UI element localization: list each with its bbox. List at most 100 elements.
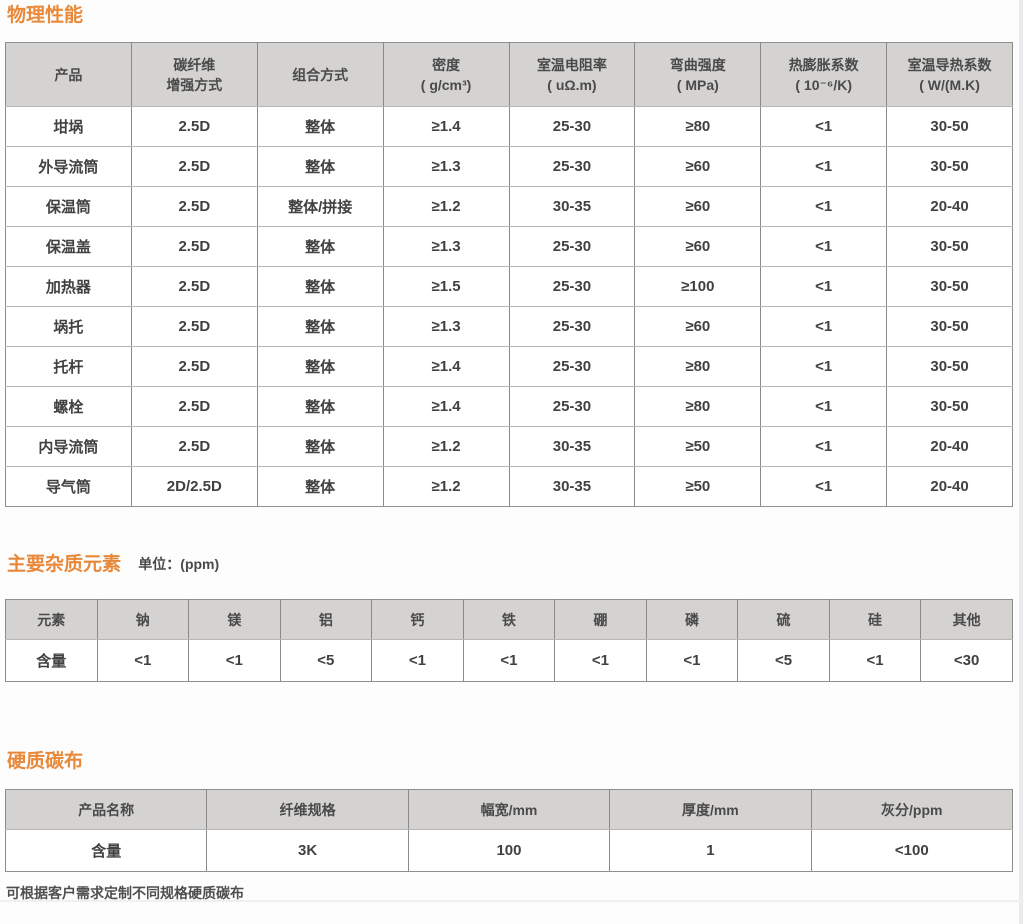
header-cell-magnesium: 镁 bbox=[188, 599, 281, 640]
cell: 20-40 bbox=[886, 426, 1013, 467]
cell: <1 bbox=[760, 306, 888, 347]
header-cell-boron: 硼 bbox=[554, 599, 647, 640]
cell: 2D/2.5D bbox=[130, 466, 258, 507]
table-row: 保温筒 2.5D 整体/拼接 ≥1.2 30-35 ≥60 <1 20-40 bbox=[5, 186, 1013, 227]
cell: ≥1.5 bbox=[382, 266, 510, 307]
cell: <1 bbox=[760, 146, 888, 187]
cell: ≥80 bbox=[634, 106, 762, 147]
cell: 30-35 bbox=[508, 466, 636, 507]
cell: ≥1.2 bbox=[382, 186, 510, 227]
header-cell-thickness: 厚度/mm bbox=[609, 789, 812, 830]
cell: 整体 bbox=[256, 146, 384, 187]
cell: 整体 bbox=[256, 306, 384, 347]
cell: 托杆 bbox=[5, 346, 132, 387]
table-row: 保温盖 2.5D 整体 ≥1.3 25-30 ≥60 <1 30-50 bbox=[5, 226, 1013, 267]
cell: <1 bbox=[760, 266, 888, 307]
header-cell-density: 密度 ( g/cm³) bbox=[382, 42, 510, 107]
carbon-cloth-table: 产品名称 纤维规格 幅宽/mm 厚度/mm 灰分/ppm 含量 3K 100 1… bbox=[4, 789, 1014, 872]
cell: 2.5D bbox=[130, 106, 258, 147]
section-title-physical: 物理性能 bbox=[7, 5, 84, 26]
cell: 整体 bbox=[256, 346, 384, 387]
cell: <1 bbox=[760, 106, 888, 147]
cell: 30-50 bbox=[886, 306, 1013, 347]
cell: 30-35 bbox=[508, 426, 636, 467]
cell: 25-30 bbox=[508, 106, 636, 147]
cell: <1 bbox=[188, 639, 281, 682]
cell: ≥1.2 bbox=[382, 466, 510, 507]
cell: 加热器 bbox=[5, 266, 132, 307]
cell: 25-30 bbox=[508, 386, 636, 427]
cell: ≥60 bbox=[634, 146, 762, 187]
cell: 整体 bbox=[256, 266, 384, 307]
cell: ≥60 bbox=[634, 226, 762, 267]
physical-table-header: 产品 碳纤维 增强方式 组合方式 密度 ( g/cm³) 室温电阻率 ( uΩ.… bbox=[5, 42, 1013, 107]
cell: ≥1.4 bbox=[382, 386, 510, 427]
cell: <100 bbox=[810, 829, 1014, 872]
cell: <1 bbox=[462, 639, 556, 682]
cell: 25-30 bbox=[508, 346, 636, 387]
cell: <1 bbox=[760, 466, 888, 507]
physical-properties-table: 产品 碳纤维 增强方式 组合方式 密度 ( g/cm³) 室温电阻率 ( uΩ.… bbox=[5, 42, 1013, 507]
cell: ≥1.2 bbox=[382, 426, 510, 467]
header-cell-sulfur: 硫 bbox=[737, 599, 830, 640]
cell: 保温筒 bbox=[5, 186, 132, 227]
table-row: 螺栓 2.5D 整体 ≥1.4 25-30 ≥80 <1 30-50 bbox=[5, 386, 1013, 427]
header-cell-fiber-spec: 纤维规格 bbox=[206, 789, 409, 830]
cell: 25-30 bbox=[508, 146, 636, 187]
page-right-edge-strip bbox=[1019, 0, 1023, 924]
cell: 20-40 bbox=[886, 466, 1013, 507]
cell: 2.5D bbox=[130, 146, 258, 187]
table-row: 外导流筒 2.5D 整体 ≥1.3 25-30 ≥60 <1 30-50 bbox=[5, 146, 1013, 187]
cell: 内导流筒 bbox=[5, 426, 132, 467]
table-row: 埚托 2.5D 整体 ≥1.3 25-30 ≥60 <1 30-50 bbox=[5, 306, 1013, 347]
cell: 25-30 bbox=[508, 226, 636, 267]
section-title-impurities: 主要杂质元素 单位：(ppm) bbox=[7, 552, 1013, 577]
cell: <5 bbox=[279, 639, 373, 682]
cell: 整体 bbox=[256, 226, 384, 267]
cell: ≥1.4 bbox=[382, 106, 510, 147]
cell: 100 bbox=[407, 829, 611, 872]
cell: ≥1.3 bbox=[382, 226, 510, 267]
header-cell-iron: 铁 bbox=[462, 599, 556, 640]
cell: ≥100 bbox=[634, 266, 762, 307]
cell: ≥80 bbox=[634, 386, 762, 427]
cell: 整体 bbox=[256, 106, 384, 147]
cell: 2.5D bbox=[130, 266, 258, 307]
cell: 整体/拼接 bbox=[256, 186, 384, 227]
cell: 3K bbox=[206, 829, 409, 872]
cell: 30-50 bbox=[886, 146, 1013, 187]
cell: ≥1.3 bbox=[382, 306, 510, 347]
section-title-carbon-cloth: 硬质碳布 bbox=[7, 751, 84, 772]
cell: 螺栓 bbox=[5, 386, 132, 427]
cell: 导气筒 bbox=[5, 466, 132, 507]
header-cell-thermal-expansion: 热膨胀系数 ( 10⁻⁶/K) bbox=[760, 42, 888, 107]
cell: <1 bbox=[96, 639, 190, 682]
header-cell-reinforcement: 碳纤维 增强方式 bbox=[130, 42, 258, 107]
cell: 30-50 bbox=[886, 346, 1013, 387]
cell: 20-40 bbox=[886, 186, 1013, 227]
physical-table-body: 坩埚 2.5D 整体 ≥1.4 25-30 ≥80 <1 30-50 外导流筒 … bbox=[5, 106, 1013, 507]
table-row: 含量 <1 <1 <5 <1 <1 <1 <1 <5 <1 <30 bbox=[5, 639, 1013, 682]
header-cell-aluminum: 铝 bbox=[279, 599, 373, 640]
cell: ≥1.4 bbox=[382, 346, 510, 387]
cell: 25-30 bbox=[508, 306, 636, 347]
cloth-table-body: 含量 3K 100 1 <100 bbox=[4, 829, 1014, 872]
impurities-unit-label: 单位：(ppm) bbox=[138, 556, 220, 572]
cell: 2.5D bbox=[130, 226, 258, 267]
cell: 2.5D bbox=[130, 426, 258, 467]
cell: ≥60 bbox=[634, 186, 762, 227]
cell: <1 bbox=[760, 426, 888, 467]
cell: 2.5D bbox=[130, 386, 258, 427]
table-row: 坩埚 2.5D 整体 ≥1.4 25-30 ≥80 <1 30-50 bbox=[5, 106, 1013, 147]
cell: 整体 bbox=[256, 386, 384, 427]
header-cell-calcium: 钙 bbox=[371, 599, 464, 640]
table-row: 导气筒 2D/2.5D 整体 ≥1.2 30-35 ≥50 <1 20-40 bbox=[5, 466, 1013, 507]
cell: ≥60 bbox=[634, 306, 762, 347]
table-header-row: 元素 钠 镁 铝 钙 铁 硼 磷 硫 硅 其他 bbox=[5, 599, 1013, 640]
header-cell-flexural-strength: 弯曲强度 ( MPa) bbox=[634, 42, 762, 107]
header-cell-product-name: 产品名称 bbox=[4, 789, 208, 830]
cell: <1 bbox=[645, 639, 739, 682]
cell: <1 bbox=[828, 639, 922, 682]
header-cell-product: 产品 bbox=[5, 42, 132, 107]
